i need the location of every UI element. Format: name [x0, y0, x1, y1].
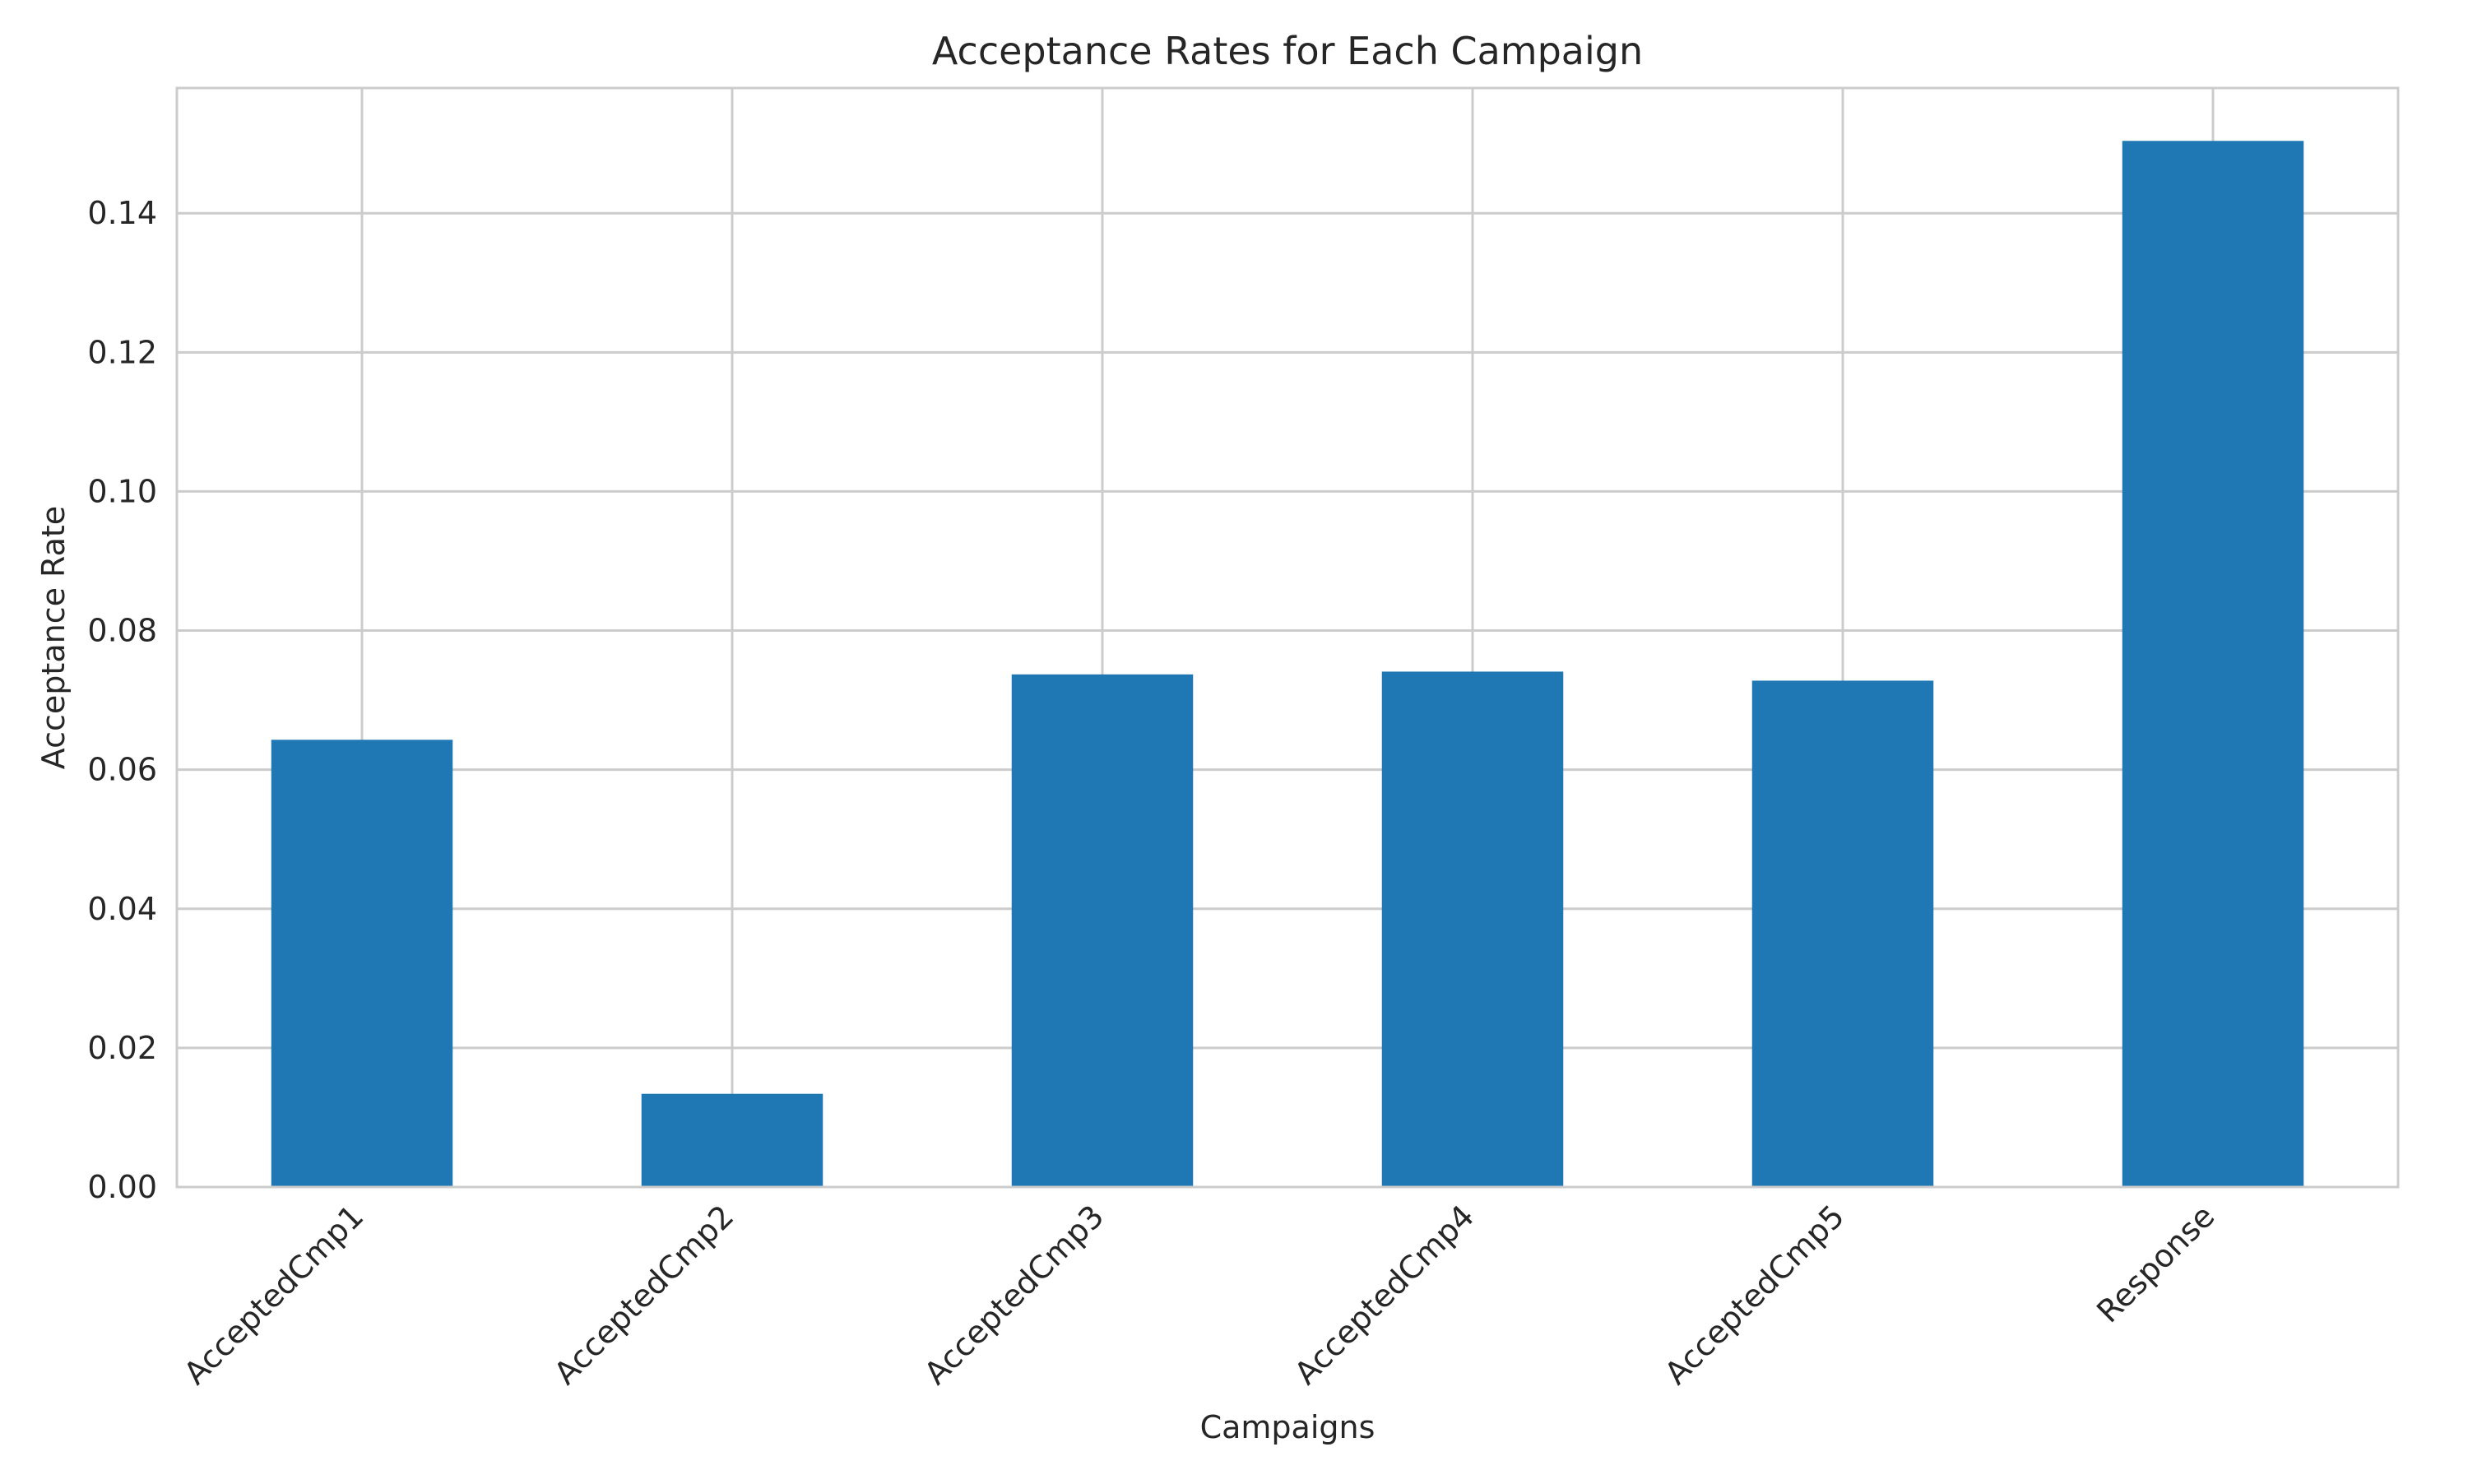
y-tick-label: 0.10 [87, 473, 157, 509]
bar-acceptedcmp3 [1011, 674, 1194, 1187]
y-tick-label: 0.14 [87, 195, 157, 231]
bar-acceptedcmp1 [271, 740, 453, 1187]
y-tick-label: 0.00 [87, 1169, 157, 1205]
y-tick-label: 0.12 [87, 334, 157, 370]
chart-title: Acceptance Rates for Each Campaign [932, 29, 1643, 73]
y-tick-label: 0.08 [87, 613, 157, 649]
x-axis-label: Campaigns [1200, 1409, 1375, 1445]
bar-response [2122, 141, 2304, 1187]
y-tick-label: 0.04 [87, 891, 157, 927]
plot-frame [175, 86, 2400, 1189]
bar-acceptedcmp2 [641, 1093, 823, 1187]
bars [271, 141, 2304, 1187]
y-tick-label: 0.02 [87, 1030, 157, 1066]
y-tick-label: 0.06 [87, 752, 157, 788]
bar-acceptedcmp4 [1381, 671, 1564, 1187]
bar-acceptedcmp5 [1751, 680, 1934, 1187]
y-axis-label: Acceptance Rate [35, 506, 72, 769]
